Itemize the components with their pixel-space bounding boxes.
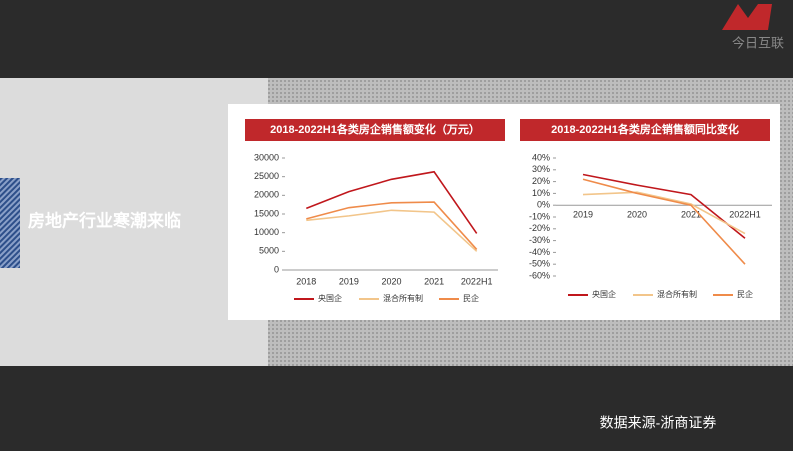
y-tick-label: 30000 bbox=[254, 152, 279, 162]
x-tick-label: 2019 bbox=[339, 276, 359, 286]
logo-mark bbox=[722, 4, 772, 30]
y-tick-label: -20% bbox=[529, 223, 550, 233]
series-line bbox=[582, 191, 746, 235]
chart-title: 2018-2022H1各类房企销售额变化（万元） bbox=[270, 122, 480, 136]
legend-label: 民企 bbox=[737, 289, 753, 299]
y-tick-label: 10% bbox=[532, 188, 550, 198]
x-tick-label: 2019 bbox=[573, 210, 593, 220]
y-tick-label: -60% bbox=[529, 270, 550, 280]
y-tick-label: -10% bbox=[529, 211, 550, 221]
x-tick-label: 2022H1 bbox=[729, 210, 761, 220]
y-tick-label: 5000 bbox=[259, 246, 279, 256]
source: 数据来源-浙商证券 bbox=[600, 415, 717, 431]
y-tick-label: -50% bbox=[529, 259, 550, 269]
x-tick-label: 2020 bbox=[381, 276, 401, 286]
chart-title: 2018-2022H1各类房企销售额同比变化 bbox=[551, 122, 739, 136]
accent bbox=[0, 178, 20, 268]
series-line bbox=[306, 209, 478, 252]
legend-label: 混合所有制 bbox=[383, 293, 423, 303]
x-tick-label: 2021 bbox=[424, 276, 444, 286]
y-tick-label: 15000 bbox=[254, 208, 279, 218]
x-tick-label: 2022H1 bbox=[461, 276, 493, 286]
y-tick-label: -30% bbox=[529, 235, 550, 245]
legend-label: 混合所有制 bbox=[657, 289, 697, 299]
logo-text: 今日互联 bbox=[732, 35, 784, 50]
series-line bbox=[582, 173, 746, 239]
y-tick-label: 25000 bbox=[254, 171, 279, 181]
x-tick-label: 2018 bbox=[296, 276, 316, 286]
series-line bbox=[306, 170, 478, 234]
y-tick-label: 30% bbox=[532, 164, 550, 174]
legend-label: 央国企 bbox=[592, 289, 616, 299]
title-box bbox=[520, 119, 770, 141]
y-tick-label: -40% bbox=[529, 247, 550, 257]
legend-label: 央国企 bbox=[318, 293, 342, 303]
series-line bbox=[306, 201, 478, 251]
series-line bbox=[582, 178, 746, 265]
title-box bbox=[245, 119, 505, 141]
y-tick-label: 40% bbox=[532, 152, 550, 162]
y-tick-label: 0% bbox=[537, 200, 550, 210]
y-tick-label: 20% bbox=[532, 176, 550, 186]
slide-title: 房地产行业寒潮来临 bbox=[28, 210, 181, 230]
legend-label: 民企 bbox=[463, 293, 479, 303]
y-tick-label: 0 bbox=[274, 264, 279, 274]
y-tick-label: 10000 bbox=[254, 227, 279, 237]
y-tick-label: 20000 bbox=[254, 190, 279, 200]
x-tick-label: 2020 bbox=[627, 210, 647, 220]
x-tick-label: 2021 bbox=[681, 210, 701, 220]
band-left bbox=[0, 78, 268, 366]
